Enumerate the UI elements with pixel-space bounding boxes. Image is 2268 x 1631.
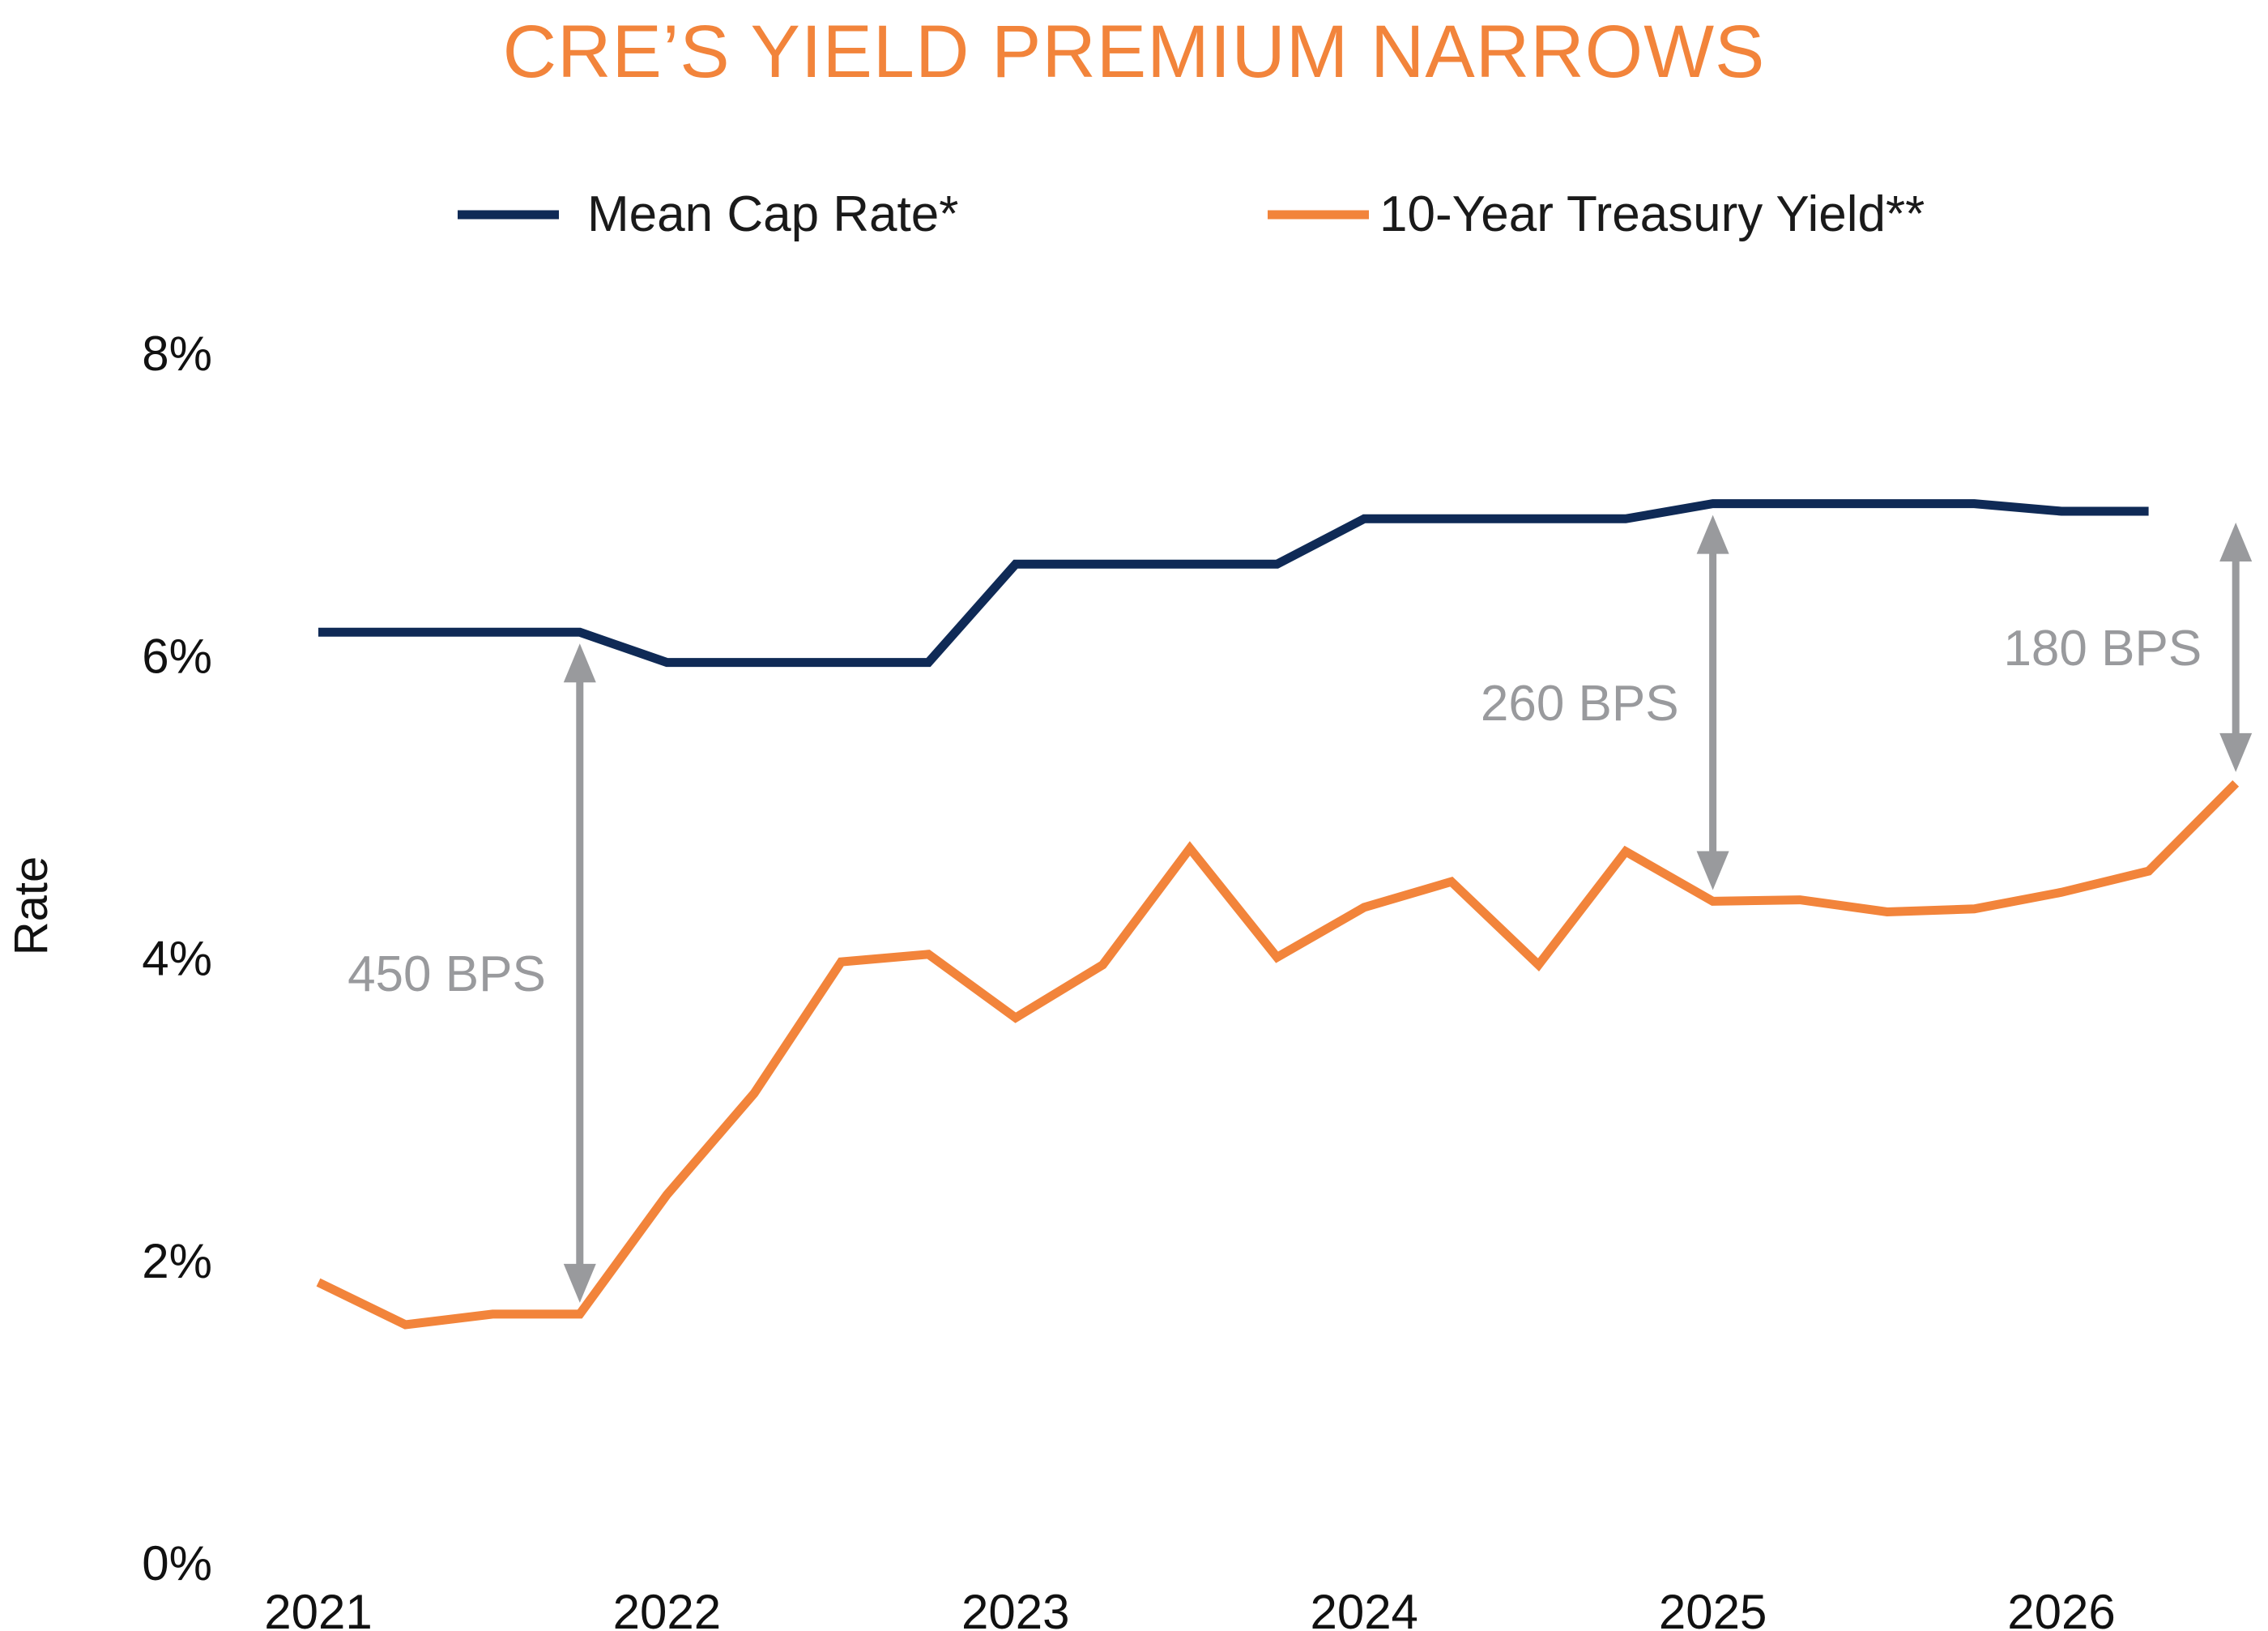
arrow-up-icon [563,643,596,683]
legend-item-treasury-yield: 10-Year Treasury Yield** [1268,186,1925,242]
series-line-mean-cap-rate [318,499,2149,668]
x-tick-label: 2025 [1659,1585,1767,1631]
arrow-up-icon [2219,522,2253,561]
spread-annotation: 450 BPS [347,643,596,1303]
y-tick-label: 8% [142,327,212,381]
spread-label: 260 BPS [1481,676,1679,732]
y-tick-label: 2% [142,1234,212,1288]
arrow-up-icon [1696,514,1729,554]
y-axis-label: Rate [5,856,58,956]
legend-item-mean-cap-rate: Mean Cap Rate* [458,186,958,242]
x-tick-label: 2024 [1310,1585,1418,1631]
arrow-down-icon [2219,732,2253,772]
x-axis-ticks: 2021 2022 2023 2024 2025 2026 [264,1585,2115,1631]
annotation-layer: 450 BPS 260 BPS 180 BPS [347,514,2253,1303]
legend: Mean Cap Rate* 10-Year Treasury Yield** [458,186,1925,242]
spread-label: 450 BPS [347,946,546,1002]
x-tick-label: 2021 [264,1585,372,1631]
series-line-treasury-yield [316,780,2240,1330]
chart-title: CRE’S YIELD PREMIUM NARROWS [503,11,1766,93]
y-axis-ticks: 0% 2% 4% 6% 8% [142,327,212,1590]
legend-label-mean-cap-rate: Mean Cap Rate* [587,186,958,242]
legend-label-treasury-yield: 10-Year Treasury Yield** [1379,186,1925,242]
arrow-down-icon [1696,851,1729,890]
spread-annotation: 260 BPS [1481,514,1729,890]
y-tick-label: 6% [142,629,212,683]
x-tick-label: 2026 [2007,1585,2115,1631]
spread-label: 180 BPS [2003,621,2202,677]
series-layer [316,499,2240,1330]
x-tick-label: 2023 [961,1585,1069,1631]
y-tick-label: 4% [142,932,212,986]
arrow-down-icon [563,1263,596,1303]
x-tick-label: 2022 [613,1585,721,1631]
spread-annotation: 180 BPS [2003,522,2253,772]
y-tick-label: 0% [142,1536,212,1590]
